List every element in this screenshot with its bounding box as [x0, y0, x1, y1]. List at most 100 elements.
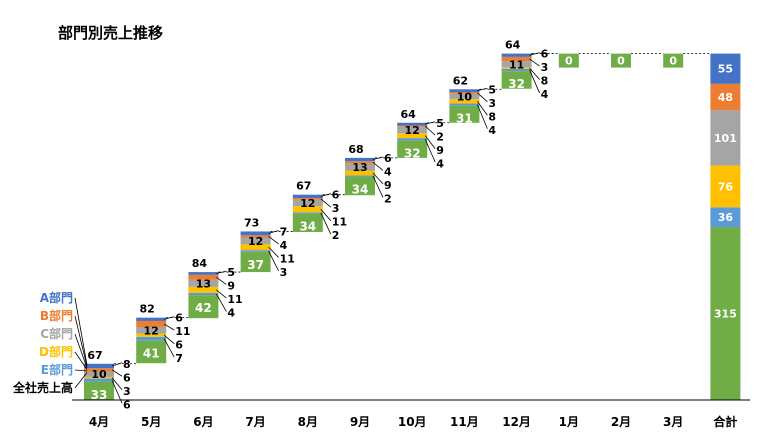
bar-E部門-4月 [84, 378, 114, 382]
bar-全社売上高-8月 [292, 213, 323, 233]
x-tick-label: 1月 [559, 415, 579, 429]
legend-label: D部門 [39, 344, 73, 359]
bar-main-label: 42 [195, 301, 212, 315]
bar-mid-label: 13 [352, 161, 367, 174]
bar-A部門-12月 [501, 53, 532, 57]
bar-side-label: 5 [436, 117, 444, 130]
bar-B部門-7月 [240, 235, 271, 238]
leader-line [268, 246, 279, 258]
bar-main-label: 41 [143, 347, 160, 361]
total-bar-label: 101 [714, 132, 737, 145]
x-tick-label: 合計 [713, 414, 737, 429]
legend-leader [74, 351, 88, 370]
leader-line [216, 276, 227, 285]
leader-line [216, 289, 227, 299]
bar-side-label: 4 [541, 88, 549, 101]
bar-C部門-5月 [136, 326, 167, 334]
bar-E部門-合計 [710, 207, 741, 228]
bar-side-label: 9 [384, 179, 392, 192]
bar-side-label: 7 [175, 352, 183, 365]
bar-side-label: 6 [123, 398, 131, 411]
bar-B部門-9月 [345, 161, 375, 164]
leader-line [268, 230, 279, 234]
bar-mid-label: 12 [405, 124, 420, 137]
x-tick-label: 11月 [450, 415, 479, 429]
bar-total-label: 73 [244, 216, 259, 229]
bar-main-label: 32 [404, 146, 421, 160]
bar-全社売上高-合計 [710, 227, 741, 400]
bar-B部門-10月 [397, 125, 428, 127]
bar-全社売上高-10月 [397, 140, 428, 158]
x-tick-label: 6月 [193, 415, 213, 429]
bar-A部門-4月 [84, 363, 114, 369]
bar-side-label: 6 [175, 312, 183, 325]
legend-label: B部門 [40, 308, 73, 323]
x-tick-label: 10月 [398, 415, 427, 429]
bar-side-label: 5 [227, 266, 235, 279]
bar-C部門-合計 [710, 110, 741, 166]
bar-side-label: 6 [541, 48, 549, 61]
leader-line [111, 377, 123, 391]
total-bar-label: 315 [714, 308, 737, 321]
bar-mid-label: 10 [457, 90, 473, 103]
bar-C部門-6月 [188, 279, 219, 287]
bar-mid-label: 11 [509, 58, 524, 71]
leader-line [216, 293, 227, 312]
bar-D部門-4月 [84, 376, 114, 379]
bar-side-label: 11 [332, 216, 347, 229]
bar-A部門-6月 [188, 272, 219, 275]
leader-line [372, 175, 384, 198]
x-tick-label: 8月 [298, 415, 318, 429]
total-bar-label: 76 [718, 180, 734, 193]
bars [84, 53, 741, 400]
bar-side-label: 4 [227, 307, 235, 320]
bar-side-label: 4 [436, 157, 444, 170]
chart-title: 部門別売上推移 [58, 24, 164, 42]
bar-E部門-5月 [136, 336, 167, 341]
bar-side-label: 6 [332, 189, 340, 202]
bar-zero-3月 [663, 53, 684, 68]
bar-mid-label: 12 [300, 197, 315, 210]
bar-C部門-8月 [292, 199, 323, 207]
legend-label: C部門 [40, 326, 73, 341]
leader-line [268, 250, 279, 272]
leader-line [164, 316, 175, 320]
bar-total-label: 62 [453, 74, 468, 87]
bar-D部門-6月 [188, 286, 219, 293]
leader-line [163, 338, 175, 358]
bar-main-label: 34 [299, 219, 316, 233]
bar-C部門-11月 [449, 93, 480, 100]
bar-全社売上高-12月 [501, 71, 532, 89]
bar-A部門-11月 [449, 89, 480, 93]
leader-line [111, 380, 123, 404]
bar-E部門-12月 [501, 68, 532, 72]
leader-line [216, 270, 227, 274]
bar-A部門-10月 [397, 122, 428, 126]
bar-total-label: 67 [87, 349, 102, 362]
bar-D部門-12月 [501, 67, 532, 69]
bar-side-label: 11 [227, 293, 242, 306]
bar-side-label: 8 [123, 358, 131, 371]
bar-E部門-9月 [345, 175, 375, 177]
x-tick-label: 5月 [141, 415, 161, 429]
bar-main-label: 32 [508, 77, 525, 91]
bar-side-label: 6 [384, 152, 392, 165]
bar-B部門-11月 [449, 92, 480, 94]
bar-side-label: 3 [541, 61, 549, 74]
leader-line [372, 156, 384, 160]
bar-side-label: 2 [332, 229, 340, 242]
bar-side-label: 6 [123, 371, 131, 384]
bar-D部門-11月 [449, 99, 480, 104]
bar-C部門-12月 [501, 61, 532, 68]
bar-D部門-合計 [710, 165, 741, 208]
bar-total-label: 64 [505, 39, 521, 52]
leader-line [477, 104, 488, 129]
bar-mid-label: 12 [144, 324, 159, 337]
bar-side-label: 3 [280, 266, 288, 279]
bar-side-label: 9 [227, 280, 235, 293]
leader-line [320, 193, 331, 197]
leader-line [529, 52, 540, 56]
bar-side-label: 8 [488, 110, 496, 123]
x-tick-label: 7月 [245, 415, 265, 429]
